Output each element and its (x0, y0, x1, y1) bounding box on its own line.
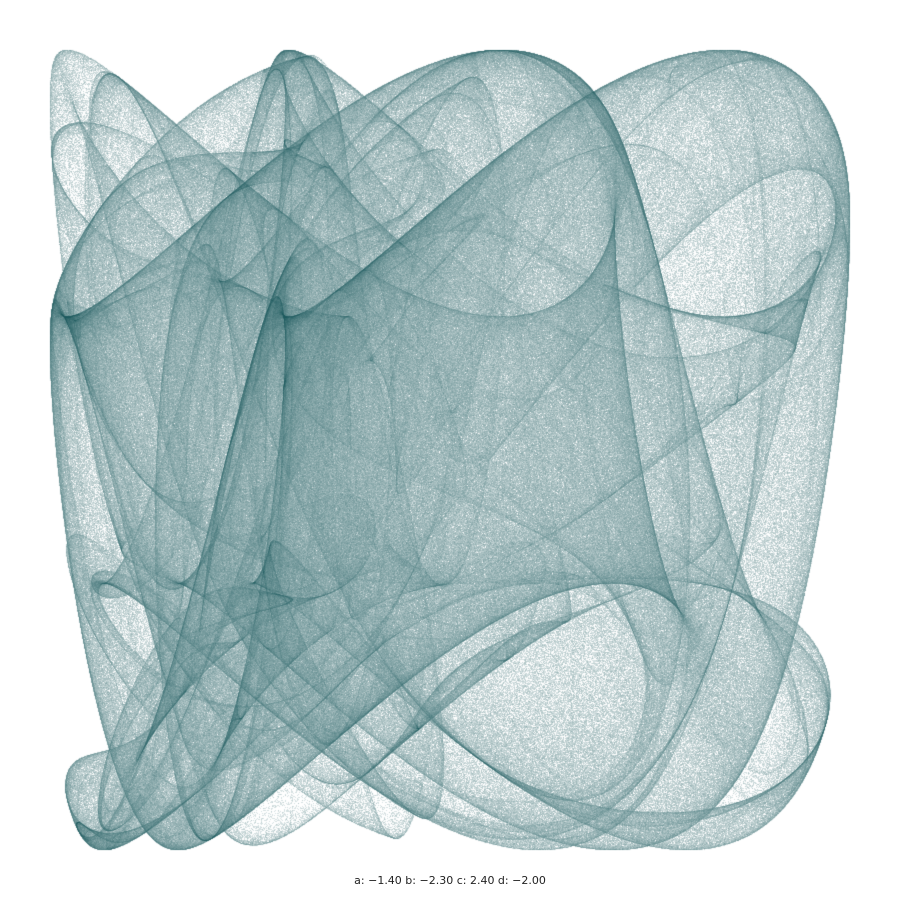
parameter-caption: a: −1.40 b: −2.30 c: 2.40 d: −2.00 (354, 874, 546, 887)
